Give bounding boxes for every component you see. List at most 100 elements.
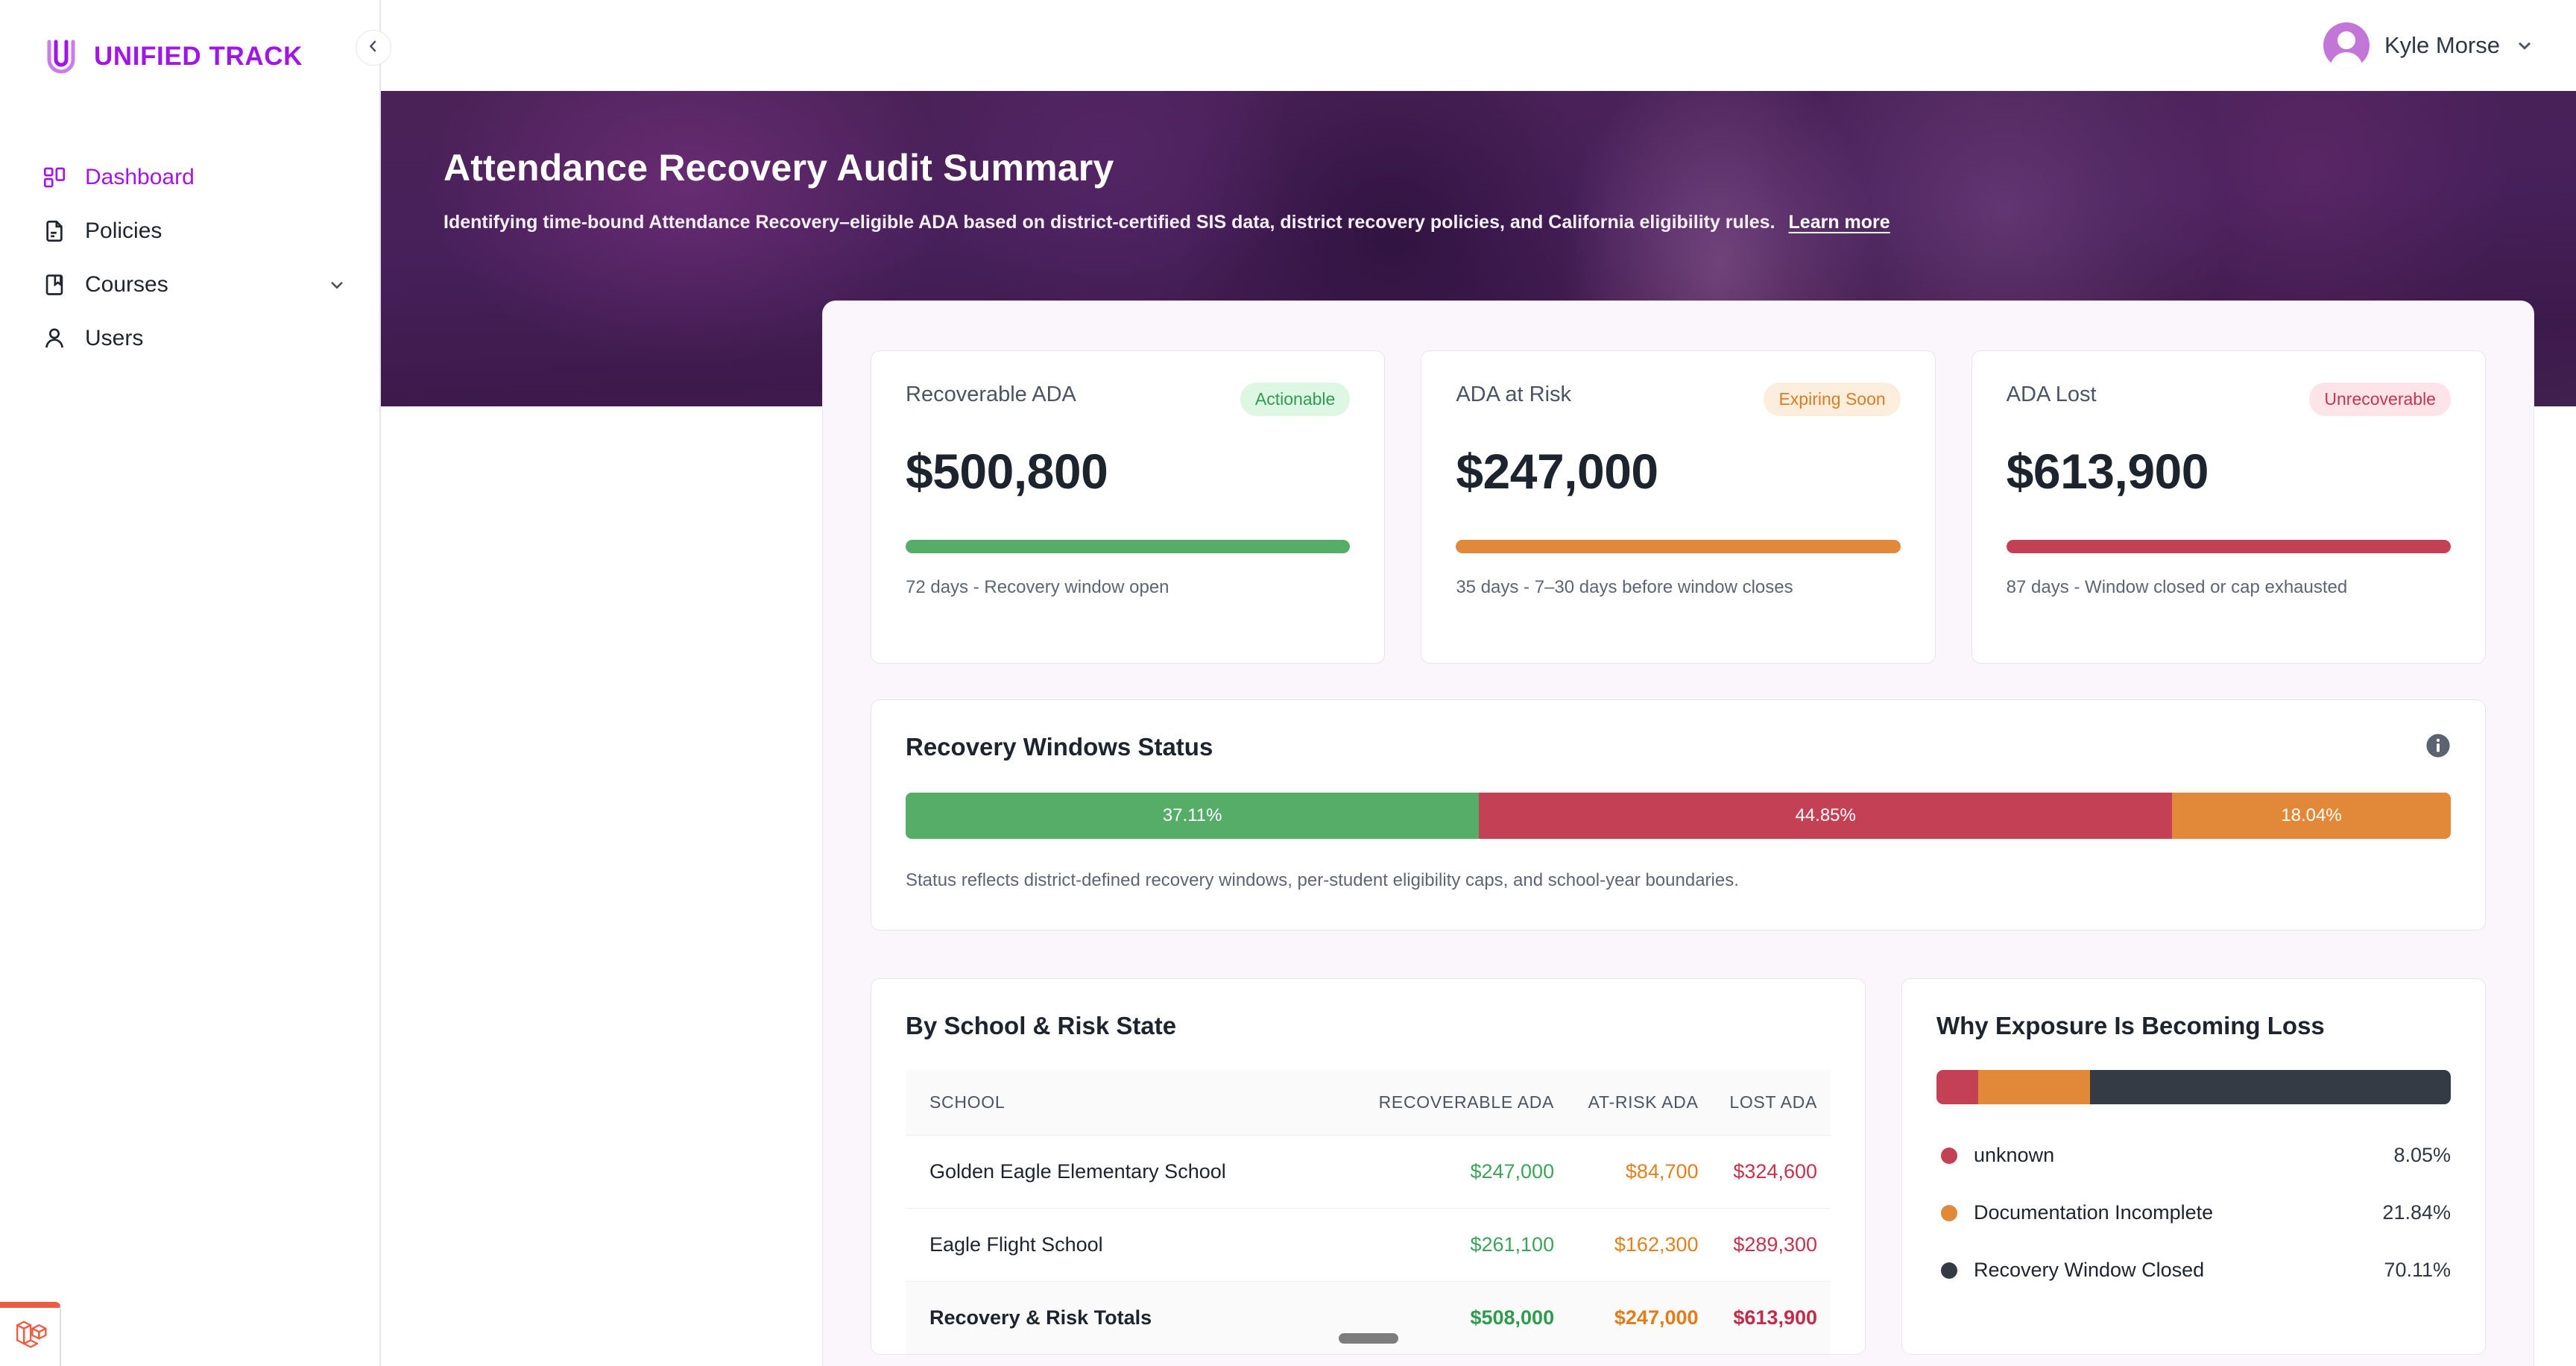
main-content: Kyle Morse Attendance Recovery Audit Sum… <box>381 0 2576 1366</box>
cell-lost: $324,600 <box>1698 1135 1831 1209</box>
column-header-recoverable-ada[interactable]: RECOVERABLE ADA <box>1325 1070 1555 1136</box>
reason-percent: 21.84% <box>2382 1201 2451 1224</box>
sidebar-nav: Dashboard Policies Courses <box>0 151 379 365</box>
cell-totals-recoverable: $508,000 <box>1470 1306 1555 1329</box>
bar-segment-lost[interactable]: 44.85% <box>1479 793 2173 839</box>
cell-school: Golden Eagle Elementary School <box>906 1135 1325 1209</box>
cell-at-risk: $162,300 <box>1554 1208 1699 1282</box>
chevron-down-icon[interactable] <box>2515 36 2534 55</box>
reasons-legend: unknown 8.05% Documentation Incomplete 2… <box>1936 1127 2451 1299</box>
sidebar-item-label: Courses <box>85 272 168 297</box>
hero-subtitle-row: Identifying time-bound Attendance Recove… <box>443 212 2576 233</box>
bar-segment-label: 37.11% <box>1162 805 1222 825</box>
table-header: SCHOOL RECOVERABLE ADA AT-RISK ADA LOST … <box>906 1070 1831 1136</box>
learn-more-link[interactable]: Learn more <box>1788 212 1890 233</box>
unified-track-u-logo-icon <box>42 37 80 76</box>
user-menu[interactable]: Kyle Morse <box>2323 22 2534 69</box>
dashboard-panel: Recoverable ADA Actionable $500,800 72 d… <box>822 300 2534 1366</box>
cell-totals-lost: $613,900 <box>1733 1306 1817 1329</box>
legend-dot-icon <box>1941 1262 1957 1279</box>
column-header-at-risk-ada[interactable]: AT-RISK ADA <box>1554 1070 1699 1136</box>
kpi-footnote: 72 days - Recovery window open <box>906 577 1169 597</box>
school-risk-table: SCHOOL RECOVERABLE ADA AT-RISK ADA LOST … <box>906 1070 1831 1354</box>
hero-subtitle: Identifying time-bound Attendance Recove… <box>443 212 1775 233</box>
sidebar-item-label: Users <box>85 326 144 350</box>
sidebar-item-label: Policies <box>85 218 162 243</box>
kpi-value: $500,800 <box>906 444 1108 499</box>
cell-recoverable: $261,100 <box>1325 1208 1555 1282</box>
bar-segment-label: 44.85% <box>1795 805 1856 825</box>
list-item[interactable]: unknown 8.05% <box>1936 1127 2451 1184</box>
document-icon <box>42 218 67 244</box>
reason-label: unknown <box>1974 1144 2055 1166</box>
kpi-progress-bar <box>1456 540 1901 553</box>
kpi-label: Recoverable ADA <box>906 383 1076 406</box>
cell-school: Eagle Flight School <box>906 1208 1325 1282</box>
book-bookmark-icon <box>42 272 67 298</box>
laravel-debugbar-icon[interactable] <box>0 1302 61 1366</box>
chevron-left-icon <box>365 38 382 58</box>
table-body: Golden Eagle Elementary School $247,000 … <box>906 1135 1831 1354</box>
cell-recoverable: $247,000 <box>1325 1135 1555 1209</box>
kpi-label: ADA at Risk <box>1456 383 1572 406</box>
column-header-school[interactable]: SCHOOL <box>906 1070 1325 1136</box>
cell-at-risk: $84,700 <box>1554 1135 1699 1209</box>
kpi-footnote: 87 days - Window closed or cap exhausted <box>2006 577 2348 597</box>
list-item[interactable]: Recovery Window Closed 70.11% <box>1936 1241 2451 1299</box>
table-row[interactable]: Eagle Flight School $261,100 $162,300 $2… <box>906 1208 1831 1282</box>
table-row[interactable]: Golden Eagle Elementary School $247,000 … <box>906 1135 1831 1209</box>
reasons-stacked-bar <box>1936 1070 2451 1104</box>
legend-dot-icon <box>1941 1147 1957 1164</box>
info-icon[interactable] <box>2425 733 2451 758</box>
topbar: Kyle Morse <box>381 0 2576 91</box>
sidebar-collapse-button[interactable] <box>356 30 391 66</box>
kpi-progress-bar <box>906 540 1351 553</box>
cell-totals-label: Recovery & Risk Totals <box>929 1306 1152 1329</box>
sidebar-item-users[interactable]: Users <box>0 312 379 365</box>
user-icon <box>42 326 67 351</box>
list-item[interactable]: Documentation Incomplete 21.84% <box>1936 1184 2451 1241</box>
brand[interactable]: UNIFIED TRACK <box>0 27 379 76</box>
reason-segment-recovery-window-closed[interactable] <box>2090 1070 2451 1104</box>
cell-totals-at-risk: $247,000 <box>1614 1306 1699 1329</box>
column-header-lost-ada[interactable]: LOST ADA <box>1698 1070 1831 1136</box>
bar-segment-at-risk[interactable]: 18.04% <box>2172 793 2451 839</box>
bar-segment-label: 18.04% <box>2281 805 2342 825</box>
sidebar-item-policies[interactable]: Policies <box>0 204 379 258</box>
legend-dot-icon <box>1941 1204 1957 1221</box>
brand-name: UNIFIED TRACK <box>94 42 303 71</box>
horizontal-scrollbar-thumb[interactable] <box>1338 1333 1398 1344</box>
avatar <box>2323 22 2370 69</box>
user-name: Kyle Morse <box>2384 32 2500 58</box>
bottom-row: By School & Risk State SCHOOL RECOVERABL… <box>871 978 2486 1355</box>
kpi-card-ada-at-risk: ADA at Risk Expiring Soon $247,000 35 da… <box>1421 350 1936 664</box>
status-badge: Actionable <box>1240 383 1351 416</box>
kpi-card-ada-lost: ADA Lost Unrecoverable $613,900 87 days … <box>1971 350 2486 664</box>
card-title: Why Exposure Is Becoming Loss <box>1936 1012 2325 1039</box>
status-note: Status reflects district-defined recover… <box>906 870 1739 890</box>
kpi-value: $247,000 <box>1456 444 1658 499</box>
card-title: By School & Risk State <box>906 1012 1177 1039</box>
sidebar-item-courses[interactable]: Courses <box>0 258 379 312</box>
reason-segment-documentation-incomplete[interactable] <box>1977 1070 2091 1104</box>
status-badge: Expiring Soon <box>1764 383 1901 416</box>
card-title: Recovery Windows Status <box>906 733 1213 761</box>
cell-lost: $289,300 <box>1698 1208 1831 1282</box>
reason-percent: 8.05% <box>2393 1144 2451 1166</box>
kpi-value: $613,900 <box>2006 444 2209 499</box>
page-title: Attendance Recovery Audit Summary <box>443 147 1114 189</box>
why-exposure-becoming-loss-card: Why Exposure Is Becoming Loss unknown 8.… <box>1901 978 2486 1355</box>
status-badge: Unrecoverable <box>2309 383 2451 416</box>
kpi-progress-bar <box>2006 540 2451 553</box>
recovery-windows-stacked-bar: 37.11% 44.85% 18.04% <box>906 793 2451 839</box>
dashboard-grid-icon <box>42 165 67 190</box>
reason-segment-unknown[interactable] <box>1936 1070 1978 1104</box>
chevron-down-icon[interactable] <box>327 275 347 295</box>
sidebar-item-dashboard[interactable]: Dashboard <box>0 151 379 204</box>
bar-segment-recoverable[interactable]: 37.11% <box>906 793 1480 839</box>
reason-label: Recovery Window Closed <box>1974 1259 2205 1281</box>
kpi-footnote: 35 days - 7–30 days before window closes <box>1456 577 1793 597</box>
kpi-card-row: Recoverable ADA Actionable $500,800 72 d… <box>871 350 2486 664</box>
kpi-card-recoverable-ada: Recoverable ADA Actionable $500,800 72 d… <box>871 350 1386 664</box>
